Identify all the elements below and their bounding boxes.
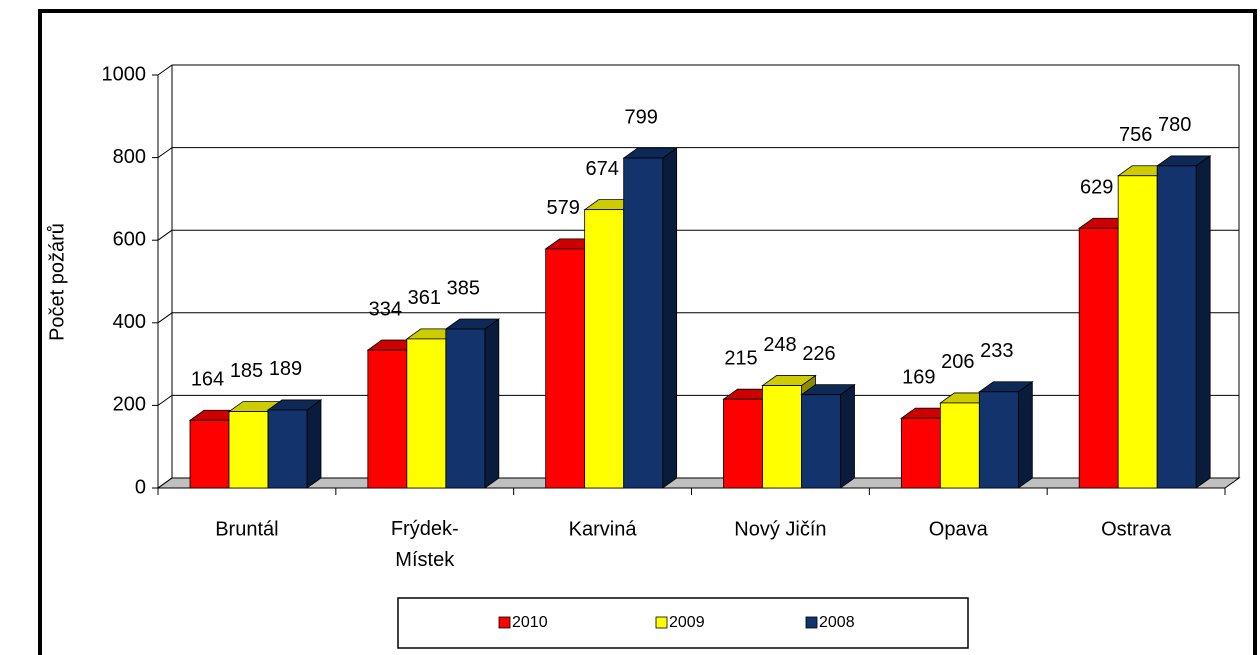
x-tick-label: Frýdek- Místek (391, 518, 459, 571)
bar-front (801, 394, 841, 489)
legend-box (397, 597, 969, 649)
value-label: 189 (269, 358, 302, 380)
grid-line (157, 229, 173, 241)
value-label: 334 (369, 298, 402, 320)
bar-front (1156, 165, 1197, 489)
y-tick-label: 200 (113, 394, 146, 416)
y-tick-label: 600 (113, 228, 146, 250)
bar-front (584, 209, 625, 489)
bar-front (1078, 227, 1119, 489)
bar-front (267, 409, 308, 489)
value-label: 206 (941, 351, 974, 373)
bar-front (1117, 175, 1158, 489)
value-label: 169 (902, 366, 935, 388)
value-label: 164 (191, 369, 224, 391)
value-label: 385 (447, 277, 480, 299)
grid-line (157, 147, 173, 159)
bar-side (840, 383, 855, 489)
bar-front (900, 417, 941, 489)
grid-line (157, 477, 173, 489)
value-label: 579 (546, 197, 579, 219)
value-label: 185 (230, 360, 263, 382)
bar (444, 318, 501, 489)
legend-swatch (805, 616, 818, 629)
y-tick-label: 800 (113, 146, 146, 168)
bar-front (228, 411, 269, 489)
legend-swatch (498, 616, 511, 629)
bar-front (762, 385, 802, 489)
value-label: 756 (1119, 124, 1152, 146)
value-label: 233 (980, 340, 1013, 362)
value-label: 780 (1158, 114, 1191, 136)
bar-front (406, 338, 447, 489)
bar (978, 380, 1034, 489)
y-tick-label: 400 (113, 311, 146, 333)
x-tick-label: Bruntál (215, 518, 278, 540)
frame (38, 9, 1257, 655)
value-label: 361 (408, 287, 441, 309)
bar (266, 399, 323, 489)
bar (1155, 155, 1212, 489)
value-label: 799 (624, 106, 657, 128)
x-tick-label-line: Frýdek- (391, 518, 459, 540)
x-tick-label: Nový Jičín (734, 518, 826, 540)
grid-line (157, 394, 173, 406)
bar-front (978, 391, 1019, 489)
legend-swatch (655, 616, 668, 629)
grid-line (157, 64, 173, 76)
bar (622, 147, 678, 489)
x-tick-label: Ostrava (1101, 518, 1172, 540)
bar-front (445, 328, 486, 489)
bar-front (189, 419, 230, 489)
grid-line (157, 312, 173, 324)
bar-front (723, 398, 763, 489)
bar-front (623, 157, 664, 489)
bar (800, 383, 856, 489)
x-tick-label: Karviná (569, 518, 638, 540)
value-label: 215 (724, 347, 757, 369)
bar-front (939, 402, 980, 489)
bar-front (367, 349, 408, 489)
y-tick-label: 1000 (102, 63, 147, 85)
y-axis-label: Počet požárů (46, 223, 68, 341)
value-label: 674 (585, 158, 618, 180)
y-tick-label: 0 (135, 476, 146, 498)
legend-label: 2008 (819, 614, 855, 631)
value-label: 629 (1080, 177, 1113, 199)
bar-side (1017, 380, 1033, 489)
bar-side (1195, 155, 1211, 489)
bar-side (662, 147, 678, 489)
value-label: 226 (802, 343, 835, 365)
bar-side (306, 399, 322, 489)
value-label: 248 (763, 334, 796, 356)
bar-side (484, 318, 500, 489)
legend-label: 2009 (669, 614, 705, 631)
legend-label: 2010 (512, 614, 548, 631)
bar-front (545, 248, 586, 489)
x-tick-label: Opava (929, 518, 989, 540)
x-tick-label-line: Místek (395, 549, 455, 571)
floor (156, 477, 1241, 489)
